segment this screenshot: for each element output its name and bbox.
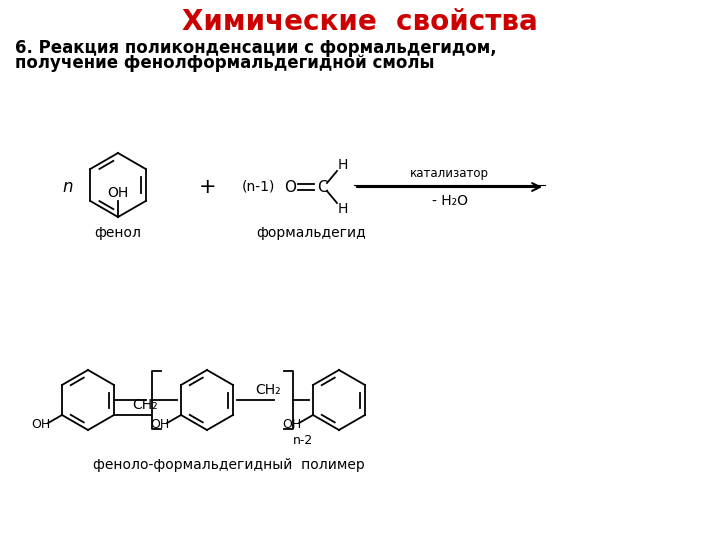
Text: феноло-формальдегидный  полимер: феноло-формальдегидный полимер — [93, 458, 364, 472]
Text: n-2: n-2 — [293, 435, 313, 448]
Text: H: H — [338, 158, 348, 172]
Text: - H₂O: - H₂O — [431, 194, 467, 208]
Text: формальдегид: формальдегид — [256, 226, 366, 240]
Text: CH₂: CH₂ — [255, 383, 281, 397]
Text: Химические  свойства: Химические свойства — [182, 8, 538, 36]
Text: катализатор: катализатор — [410, 166, 489, 179]
Text: OH: OH — [32, 418, 51, 431]
Text: OH: OH — [282, 418, 302, 431]
Text: OH: OH — [150, 418, 170, 431]
Text: C: C — [317, 179, 328, 194]
Text: фенол: фенол — [94, 226, 142, 240]
Text: OH: OH — [107, 186, 129, 200]
Text: +: + — [199, 177, 217, 197]
Text: O: O — [284, 179, 296, 194]
Text: 6. Реакция поликонденсации с формальдегидом,: 6. Реакция поликонденсации с формальдеги… — [15, 39, 497, 57]
Text: H: H — [338, 202, 348, 216]
Text: n: n — [63, 178, 73, 196]
Text: получение фенолформальдегидной смолы: получение фенолформальдегидной смолы — [15, 54, 434, 72]
Text: (n-1): (n-1) — [241, 180, 275, 194]
Text: CH₂: CH₂ — [132, 398, 158, 412]
